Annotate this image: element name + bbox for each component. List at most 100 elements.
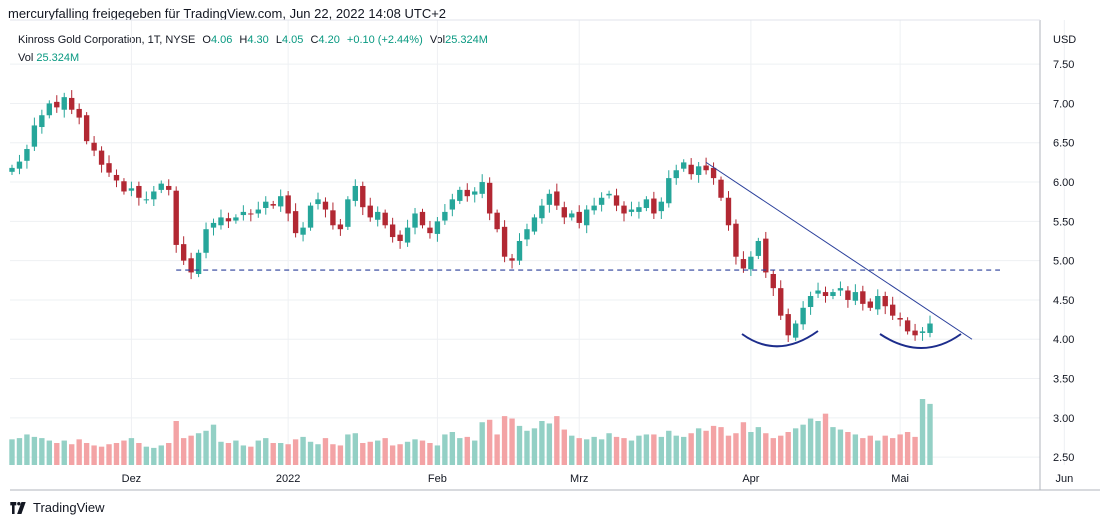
- footer-brand: TradingView: [33, 500, 105, 515]
- close-label: C: [310, 34, 319, 46]
- time-tick-label: Feb: [428, 473, 447, 485]
- volume-bar: [352, 433, 359, 465]
- volume-bar: [106, 444, 112, 465]
- volume-bar: [337, 445, 344, 465]
- volume-bar: [158, 445, 164, 465]
- volume-bar: [725, 435, 732, 465]
- candle-body: [218, 217, 224, 226]
- candle-body: [76, 108, 82, 118]
- volume-bar: [292, 439, 299, 465]
- candle-body: [606, 193, 612, 196]
- candle-body: [113, 174, 120, 181]
- volume-bar: [46, 440, 53, 465]
- price-tick-label: 7.00: [1053, 98, 1074, 110]
- candle-body: [770, 274, 776, 289]
- volume-bar: [695, 428, 702, 465]
- candle-body: [740, 259, 747, 269]
- volume-bar: [113, 443, 120, 465]
- candle-body: [479, 182, 485, 194]
- volume-bar: [733, 433, 739, 465]
- volume-bar: [897, 434, 903, 465]
- volume-bar: [785, 432, 791, 465]
- candle-body: [785, 314, 791, 336]
- candle-body: [792, 323, 799, 338]
- volume-bar: [539, 421, 545, 465]
- volume-bar: [703, 430, 709, 465]
- volume-bar: [307, 441, 314, 465]
- volume-bar: [852, 434, 859, 465]
- volume-bar: [434, 445, 441, 465]
- volume-bar: [412, 439, 418, 465]
- volume-bar: [233, 440, 239, 465]
- volume-bar: [31, 436, 38, 465]
- candle-body: [897, 318, 903, 320]
- candle-body: [464, 189, 470, 197]
- candle-body: [69, 97, 75, 110]
- volume-bar: [554, 416, 560, 465]
- price-tick-label: 7.50: [1053, 59, 1074, 71]
- volume-bar: [524, 430, 530, 465]
- volume-bar: [636, 435, 642, 465]
- volume-bar: [516, 425, 523, 465]
- candle-body: [703, 165, 709, 171]
- volume-bar: [240, 445, 247, 465]
- candle-body: [16, 161, 23, 169]
- left-shoulder-arc: [741, 330, 819, 348]
- volume-bar: [54, 443, 60, 465]
- candle-body: [24, 149, 30, 161]
- candle-body: [457, 189, 463, 201]
- candle-body: [367, 205, 373, 218]
- volume-bar: [845, 432, 851, 465]
- volume-bar: [830, 427, 836, 465]
- volume-bar: [583, 439, 590, 465]
- candle-body: [166, 185, 172, 190]
- candle-body: [867, 301, 873, 308]
- volume-bar: [710, 425, 717, 465]
- candle-body: [539, 205, 545, 219]
- volume-bar: [882, 435, 888, 465]
- trend-line: [705, 161, 973, 340]
- candlesticks: [9, 90, 933, 342]
- volume-bar: [330, 444, 336, 465]
- candle-body: [583, 209, 590, 226]
- volume-bar: [815, 421, 821, 465]
- volume-bar: [300, 436, 306, 465]
- volume-bar: [763, 433, 769, 465]
- candle-body: [434, 221, 441, 234]
- candle-body: [270, 204, 276, 206]
- candle-body: [285, 195, 291, 214]
- volume-bar: [397, 444, 403, 465]
- candle-body: [613, 195, 620, 206]
- candle-body: [307, 205, 314, 228]
- volume-bar: [449, 432, 456, 465]
- time-tick-label: Dez: [122, 473, 142, 485]
- candle-body: [382, 212, 388, 226]
- volume-bar: [919, 399, 926, 465]
- candle-body: [681, 162, 687, 169]
- open-label: O: [202, 34, 211, 46]
- currency-label: USD: [1053, 34, 1076, 46]
- candle-body: [337, 224, 344, 230]
- volume-bar: [748, 432, 754, 465]
- volume-bar: [651, 434, 657, 465]
- candle-body: [516, 240, 523, 261]
- candle-body: [412, 213, 418, 228]
- candle-body: [927, 323, 933, 333]
- volume-bar: [800, 424, 806, 465]
- candle-body: [576, 211, 582, 223]
- candle-body: [173, 190, 179, 245]
- candle-body: [852, 292, 859, 301]
- candle-body: [31, 125, 38, 147]
- candle-body: [210, 222, 217, 228]
- volume-bar: [270, 443, 276, 465]
- candle-body: [375, 211, 381, 220]
- volume-bar: [210, 424, 217, 465]
- candle-body: [345, 199, 351, 227]
- volume-bar: [61, 440, 67, 465]
- open-value: 4.06: [210, 34, 233, 46]
- candle-body: [330, 210, 336, 226]
- volume-bar: [479, 422, 485, 465]
- candle-body: [628, 209, 635, 212]
- price-tick-label: 6.00: [1053, 177, 1074, 189]
